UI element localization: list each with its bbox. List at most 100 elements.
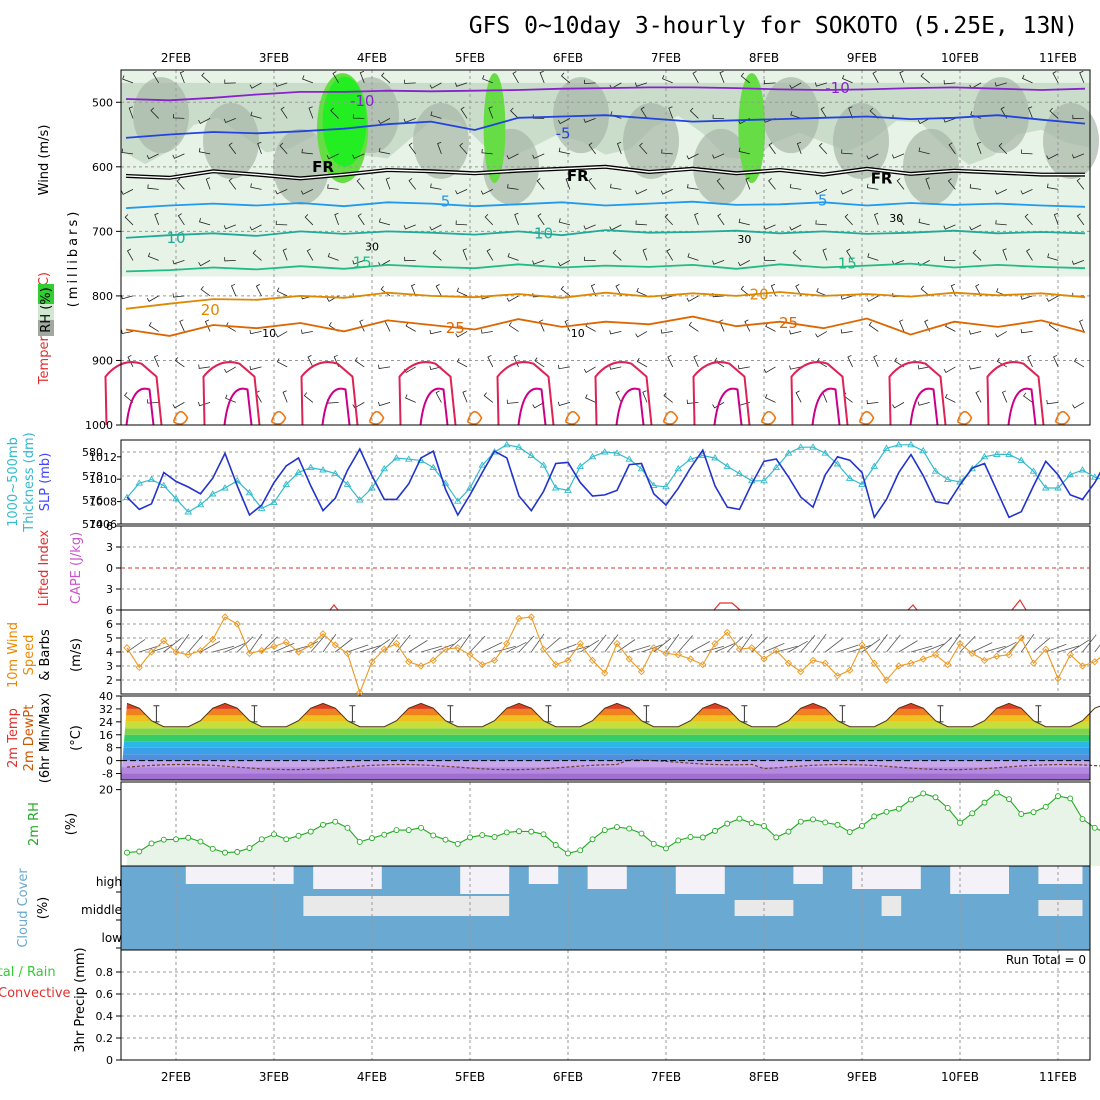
wind-barb [176,178,185,190]
wind-barb [558,147,570,155]
wind-barb [558,260,571,267]
wind-barb [712,260,725,265]
wind10m-barbs [126,633,1100,653]
wind-barb [1053,212,1059,226]
y-tick-label: 0 [106,755,113,768]
temperature-lines [121,702,1100,771]
wind-barb [899,70,905,84]
rh2m-point [393,827,400,834]
wind-barb [275,82,288,87]
wind10-speed-point [723,628,731,637]
wind10-barb [212,645,235,653]
rh2m-point [442,836,449,843]
thickness-point [294,468,303,475]
wind10-speed-point [1091,658,1099,666]
precip-panel: 0 0.2 0.4 0.6 0.8 Run Total = 0 Total / Rain… [0,947,1091,1067]
y-tick-label: 600 [92,161,113,174]
thickness-point [943,475,952,483]
wind-barb [201,72,211,84]
wind-barb [249,82,262,89]
wind-barb [661,149,673,155]
ylabel-speed: Speed [22,635,37,676]
wind-barb [667,354,674,368]
wind10-speed-point [454,644,462,652]
wind-barb [1023,392,1033,403]
ylabel-rh: RH (%) [39,287,54,332]
warm-contour-inner [223,387,253,426]
wind-barb [352,402,365,409]
wind-barb [1079,70,1085,84]
wind-barb [585,394,596,403]
wind-barb [995,331,1008,338]
wind10-speed-point [833,672,842,680]
wind-barb [768,142,776,155]
thickness-point [551,484,560,491]
rh2m-point [173,836,179,843]
wind-barb [487,354,494,368]
thickness-point [270,498,278,505]
wind10-speed-point [441,645,450,653]
wind10-barb [310,635,326,653]
rh2m-point [969,810,976,817]
thickness-point [576,462,585,469]
wind10-barb [482,642,503,653]
wind-barb [816,287,828,297]
wind10-speed-point [564,656,572,665]
warm-contour [104,361,163,426]
wind10-barb [322,633,337,653]
wind-barb [869,107,879,119]
thickness-point [1078,466,1087,473]
wind10-barb [677,635,694,653]
chart-title: GFS 0~10day 3-hourly for SOKOTO (5.25E, … [469,13,1078,39]
thickness-tick-label: 576 [82,494,103,507]
precip-axis: 0 0.2 0.4 0.6 0.8 [96,966,121,1067]
rh-patch [833,103,889,179]
wind-barb [588,177,596,190]
wind-barb [223,224,236,230]
wind10-barb [690,641,710,653]
wind-barb [430,183,442,190]
wind-barb [686,295,699,302]
rh2m-point [957,819,963,826]
wind-barb [481,148,493,155]
wind-barb [228,177,237,190]
wind10-speed-point [919,655,927,663]
wind-barb [719,319,725,332]
wind-barb [378,364,391,369]
wind10-speed-point [686,655,695,663]
wind-barb [897,213,905,226]
wind10-speed-point [613,639,621,648]
ylabel-rh-unit: (%) [64,813,79,836]
ylabel-lifted-index: Lifted Index [37,529,52,606]
isotherm-line [125,262,1086,273]
wind-barb [199,217,211,226]
ylabel-wind: Wind (m/s) [37,125,52,196]
ylabel-barbs: & Barbs [38,629,53,681]
wind10-barb [812,633,827,653]
wind10-barb [972,642,993,653]
wind-barb [532,153,545,159]
pressure-axis: 500 600 700 800 900 1000 [85,96,121,432]
wind-barb [179,70,185,84]
rh2m-point [418,824,424,831]
rh2m-point [699,834,706,841]
wind10-speed-point [601,669,609,677]
rh-patch [203,103,259,179]
y-tick-label: 3 [106,660,113,673]
wind10-speed-point [858,641,866,649]
wind10-barb [837,644,859,653]
thickness-point [429,463,438,471]
cloud-panel: high middle low Cloud Cover (%) [16,865,1091,951]
wind10-barb [947,633,961,653]
wind-barb [1027,106,1033,119]
wind10-speed-point [784,659,793,667]
rh2m-point [503,829,510,836]
rh2m-point [185,834,192,841]
slp-tick-label: 1010 [89,473,117,486]
wind10-barb [604,634,619,653]
wind10-speed-point [576,639,584,648]
wind-barb [455,189,468,195]
stability-panel: 6 3 0 3 6 Lifted Index CAPE (J/kg) [37,520,1091,617]
wind-barb [198,118,211,125]
wind10-barb [408,640,428,653]
